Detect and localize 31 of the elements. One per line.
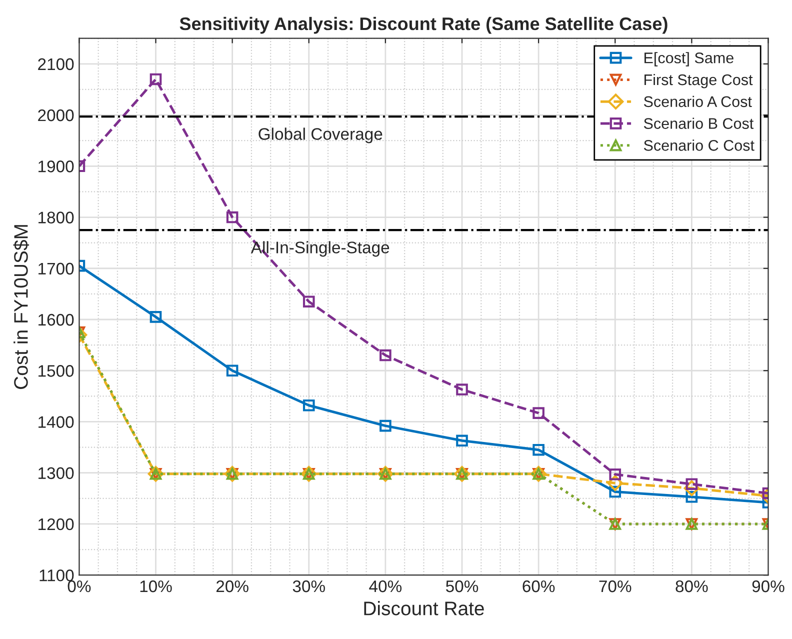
y-tick-label: 2100 xyxy=(38,58,74,70)
x-tick-label: 20% xyxy=(216,580,248,592)
x-tick-label: 50% xyxy=(446,580,478,592)
ref-line-label: Global Coverage xyxy=(258,128,382,144)
x-tick-label: 30% xyxy=(292,580,325,592)
y-tick-label: 1600 xyxy=(38,314,74,326)
y-tick-label: 1500 xyxy=(38,365,74,377)
x-tick-label: 90% xyxy=(752,580,784,592)
x-tick-label: 80% xyxy=(676,580,708,592)
chart-title: Sensitivity Analysis: Discount Rate (Same Satellite Case) xyxy=(180,16,668,34)
y-tick-label: 1300 xyxy=(38,467,74,480)
x-axis-title: Discount Rate xyxy=(364,601,484,616)
legend-label: First Stage Cost xyxy=(644,74,753,88)
ref-line-label: All-In-Single-Stage xyxy=(250,241,390,257)
y-tick-label: 1900 xyxy=(38,160,74,172)
x-tick-label: 40% xyxy=(369,580,402,592)
y-tick-label: 1100 xyxy=(40,570,74,582)
x-tick-label: 10% xyxy=(140,580,172,592)
x-tick-label: 0% xyxy=(68,580,91,592)
legend-label: Scenario B Cost xyxy=(644,118,754,129)
x-tick-label: 70% xyxy=(599,580,632,592)
legend-label: Scenario A Cost xyxy=(644,96,752,108)
y-tick-label: 1700 xyxy=(38,262,74,275)
y-tick-label: 1800 xyxy=(38,212,74,224)
legend-label: E[cost] Same xyxy=(644,52,734,66)
legend-label: Scenario C Cost xyxy=(644,140,754,151)
x-tick-label: 60% xyxy=(522,580,555,592)
y-tick-label: 2000 xyxy=(38,109,74,122)
y-tick-label: 1400 xyxy=(38,416,74,428)
y-tick-label: 1200 xyxy=(38,518,74,530)
y-axis-title: Cost in FY10US$M xyxy=(13,225,30,389)
